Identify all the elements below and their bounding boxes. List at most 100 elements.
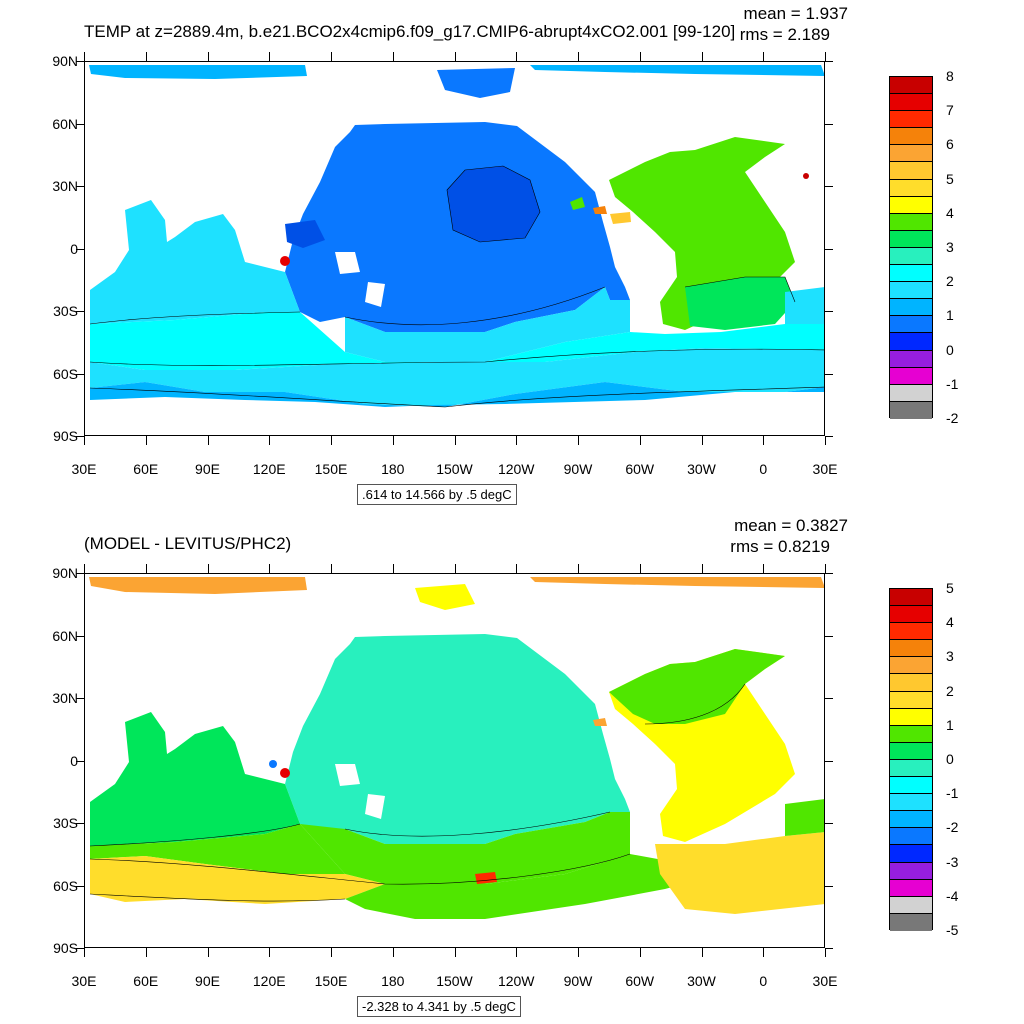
top-map xyxy=(84,61,825,436)
lon-tick xyxy=(701,436,703,445)
top-orange-spot xyxy=(593,206,607,214)
lat-tick xyxy=(825,373,833,375)
lon-label: 120E xyxy=(252,461,286,477)
lon-tick xyxy=(516,948,518,957)
lon-tick xyxy=(454,436,456,445)
legend-swatch xyxy=(890,606,932,624)
top-atlantic-south xyxy=(685,277,795,330)
lon-label: 60W xyxy=(625,973,655,989)
lat-label: 0 xyxy=(70,752,78,769)
lat-label: 30N xyxy=(52,178,78,194)
legend-label: -2 xyxy=(946,819,959,836)
top-indian-region xyxy=(90,200,300,324)
lat-tick xyxy=(825,885,833,887)
legend-swatch xyxy=(890,640,932,658)
lon-tick xyxy=(825,52,826,61)
lat-tick xyxy=(76,698,84,699)
lon-label: 150E xyxy=(314,973,348,989)
legend-swatch xyxy=(890,845,932,863)
top-title: TEMP at z=2889.4m, b.e21.BCO2x4cmip6.f09… xyxy=(84,22,736,41)
lon-tick xyxy=(145,564,147,573)
legend-swatch xyxy=(890,913,932,931)
lon-label: 150E xyxy=(314,461,348,477)
lat-tick xyxy=(76,436,84,437)
lat-tick xyxy=(76,573,84,574)
legend-swatch xyxy=(890,77,932,95)
lon-label: 0 xyxy=(759,973,768,989)
bottom-contour-3 xyxy=(89,853,631,885)
legend-label: 7 xyxy=(946,102,954,119)
lon-tick xyxy=(269,564,271,573)
legend-swatch xyxy=(890,794,932,812)
legend-swatch xyxy=(890,589,932,607)
legend-swatch xyxy=(890,777,932,795)
lon-tick xyxy=(269,948,271,957)
lat-label: 60S xyxy=(53,365,78,382)
legend-swatch xyxy=(890,401,932,419)
lon-label: 90W xyxy=(563,461,593,477)
legend-label: 5 xyxy=(946,170,954,187)
lon-tick xyxy=(825,564,826,573)
top-red-spot-1 xyxy=(280,256,290,266)
lon-label: 180 xyxy=(381,461,405,477)
bottom-contour-2 xyxy=(344,811,611,837)
lon-tick xyxy=(207,52,209,61)
bottom-arctic-east xyxy=(530,577,824,588)
lon-label: 30E xyxy=(812,973,838,989)
top-arctic-blob xyxy=(437,68,515,98)
lon-tick xyxy=(701,948,703,957)
lon-tick xyxy=(269,436,271,445)
lon-label: 180 xyxy=(381,973,405,989)
top-antarctic-band-2 xyxy=(90,382,824,407)
lon-label: 90E xyxy=(195,973,220,989)
legend-swatch xyxy=(890,350,932,368)
lon-tick xyxy=(763,436,765,445)
lon-tick xyxy=(392,948,394,957)
lon-label: 90W xyxy=(563,973,593,989)
top-arctic-west xyxy=(89,65,307,79)
lat-label: 30S xyxy=(53,303,78,319)
top-pacific-core xyxy=(447,166,540,242)
legend-swatch xyxy=(890,282,932,300)
lon-tick xyxy=(331,948,332,957)
bottom-small-red xyxy=(475,872,497,884)
lat-tick xyxy=(76,948,84,949)
legend-swatch xyxy=(890,94,932,112)
lat-tick xyxy=(76,635,84,637)
top-contour-3 xyxy=(89,348,824,366)
lat-tick xyxy=(76,373,84,375)
lat-label: 60S xyxy=(53,877,78,894)
lon-label: 30E xyxy=(71,461,97,477)
top-southern-band xyxy=(90,312,824,370)
legend-label: -4 xyxy=(946,887,959,904)
legend-label: 2 xyxy=(946,682,954,699)
lon-tick xyxy=(825,436,826,445)
bottom-atlantic-east xyxy=(785,799,824,836)
lon-label: 150W xyxy=(436,461,473,477)
lat-tick xyxy=(76,760,84,762)
lon-label: 60E xyxy=(133,461,159,477)
bottom-arctic-blob xyxy=(415,584,475,610)
bottom-south-green xyxy=(300,812,630,884)
lon-tick xyxy=(825,948,826,957)
legend-label: 4 xyxy=(946,614,954,631)
lat-label: 90S xyxy=(53,428,78,444)
lon-tick xyxy=(331,436,332,445)
legend-swatch xyxy=(890,896,932,914)
legend-swatch xyxy=(890,196,932,214)
lat-label: 90N xyxy=(52,53,78,69)
legend-swatch xyxy=(890,384,932,402)
lon-label: 30W xyxy=(687,461,716,477)
legend-label: 0 xyxy=(946,341,954,358)
lat-tick xyxy=(825,436,833,437)
lat-tick xyxy=(76,186,84,187)
lon-label: 30W xyxy=(687,973,716,989)
lon-tick xyxy=(454,948,456,957)
legend-swatch xyxy=(890,811,932,829)
legend-swatch xyxy=(890,316,932,334)
lon-tick xyxy=(84,948,85,957)
bottom-rms: rms = 0.8219 xyxy=(730,537,830,556)
bottom-map-svg xyxy=(89,577,824,919)
top-arctic-east xyxy=(530,65,824,76)
lon-tick xyxy=(639,436,641,445)
